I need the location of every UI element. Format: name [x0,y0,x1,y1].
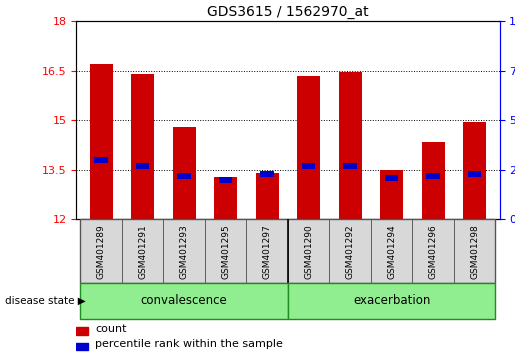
Bar [90,64,113,219]
Bar [163,219,205,283]
Bar [463,122,486,219]
Text: GSM401297: GSM401297 [263,224,271,279]
Bar [454,219,495,283]
Text: GSM401293: GSM401293 [180,224,188,279]
Bar [339,73,362,219]
Bar [80,283,288,319]
Bar [344,163,357,169]
Bar [297,76,320,219]
Text: convalescence: convalescence [141,295,228,307]
Bar [219,177,232,183]
Bar [177,173,191,179]
Text: GSM401294: GSM401294 [387,224,396,279]
Bar [288,219,330,283]
Text: GSM401290: GSM401290 [304,224,313,279]
Bar [426,173,440,179]
Bar [330,219,371,283]
Text: GSM401292: GSM401292 [346,224,355,279]
Text: exacerbation: exacerbation [353,295,431,307]
Bar [76,343,88,350]
Text: GSM401295: GSM401295 [221,224,230,279]
Bar [76,327,88,335]
Text: GSM401289: GSM401289 [97,224,106,279]
Bar [136,163,149,169]
Bar [246,219,288,283]
Text: GSM401296: GSM401296 [428,224,438,279]
Bar [302,163,316,169]
Text: percentile rank within the sample: percentile rank within the sample [95,339,283,349]
Text: disease state ▶: disease state ▶ [5,296,86,306]
Bar [214,177,237,219]
Bar [260,171,274,177]
Text: GSM401291: GSM401291 [138,224,147,279]
Bar [468,171,482,177]
Bar [288,283,495,319]
Bar [413,219,454,283]
Bar [380,170,403,219]
Bar [80,219,122,283]
Bar [205,219,246,283]
Bar [385,175,399,181]
Text: count: count [95,324,127,333]
Bar [422,142,444,219]
Bar [256,173,279,219]
Title: GDS3615 / 1562970_at: GDS3615 / 1562970_at [207,5,369,19]
Bar [173,127,196,219]
Bar [122,219,163,283]
Bar [131,74,154,219]
Bar [371,219,413,283]
Bar [94,157,108,163]
Text: GSM401298: GSM401298 [470,224,479,279]
